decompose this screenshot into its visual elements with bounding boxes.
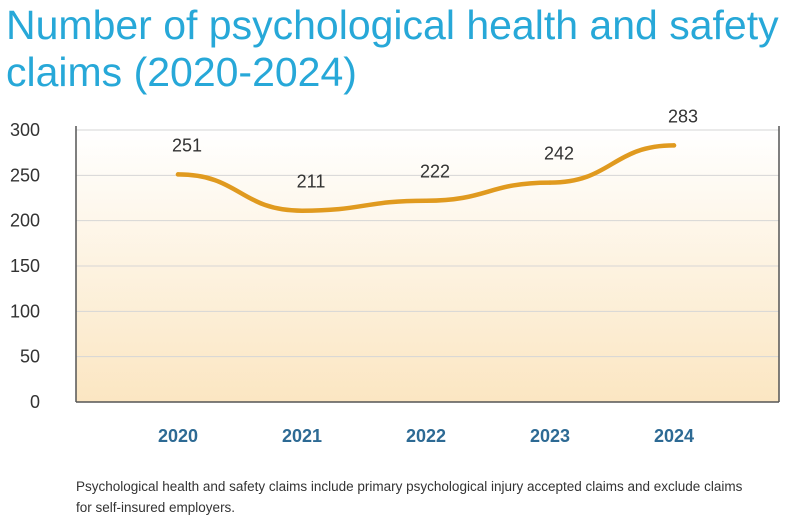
y-tick-label-100: 100 [10,301,40,321]
chart-title: Number of psychological health and safet… [6,2,779,95]
data-label-2020: 251 [172,135,202,155]
y-tick-label-0: 0 [30,392,40,412]
x-tick-label-2024: 2024 [654,426,694,446]
data-label-2024: 283 [668,106,698,126]
data-label-2021: 211 [297,172,326,192]
y-tick-label-250: 250 [10,165,40,185]
data-point-2024 [671,143,677,148]
x-tick-label-2022: 2022 [406,426,446,446]
data-point-2023 [547,180,553,185]
x-tick-label-2021: 2021 [282,426,322,446]
x-tick-label-2023: 2023 [530,426,570,446]
data-point-2022 [423,198,429,203]
x-tick-label-2020: 2020 [158,426,198,446]
data-label-2023: 242 [544,144,574,164]
data-label-2022: 222 [420,162,450,182]
y-tick-label-150: 150 [10,256,40,276]
y-tick-label-300: 300 [10,120,40,140]
y-tick-label-200: 200 [10,211,40,231]
chart-footnote: Psychological health and safety claims i… [76,479,743,515]
data-point-2021 [299,208,305,213]
data-point-2020 [175,172,181,177]
y-tick-label-50: 50 [20,347,40,367]
